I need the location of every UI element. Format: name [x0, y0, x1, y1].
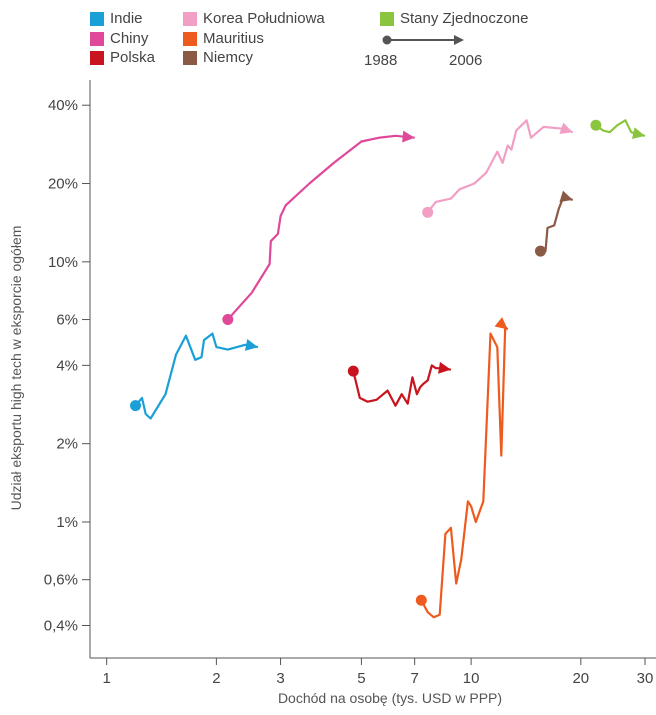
start-dot-chiny	[222, 314, 234, 326]
legend-label-polska: Polska	[110, 49, 156, 66]
end-arrow-mauritius	[494, 317, 508, 330]
x-tick-label: 20	[572, 670, 589, 687]
legend-label-chiny: Chiny	[110, 30, 149, 47]
legend-swatch-indie	[90, 11, 104, 26]
start-dot-mauritius	[415, 594, 427, 606]
series-layer	[130, 119, 646, 619]
legend-item-chiny: Chiny	[90, 30, 148, 47]
x-tick-label: 1	[103, 670, 111, 687]
legend-item-niemcy: Niemcy	[183, 49, 253, 66]
y-tick-label: 0,4%	[44, 617, 78, 634]
legend-item-indie: Indie	[90, 10, 143, 27]
y-tick-label: 2%	[56, 436, 78, 453]
start-dot-polska	[347, 365, 359, 377]
end-arrow-indie	[245, 339, 258, 351]
series-niemcy	[534, 190, 574, 257]
legend-swatch-korea	[183, 11, 197, 26]
legend-item-korea: Korea Południowa	[183, 10, 325, 27]
series-line-mauritius	[420, 326, 509, 619]
series-polska	[347, 361, 452, 407]
x-axis-label: Dochód na osobę (tys. USD w PPP)	[277, 690, 503, 706]
end-arrow-chiny	[402, 130, 415, 143]
series-stany-zjednoczone	[590, 119, 646, 140]
end-arrow-polska	[438, 361, 451, 374]
legend-label-niemcy: Niemcy	[203, 49, 254, 66]
legend-swatch-mauritius	[183, 31, 197, 46]
end-arrow-stany-zjednoczone	[631, 127, 645, 140]
axes: 0,4% 0,6% 1% 2% 4% 6% 10% 20% 40% 1 2 3 5 7 10 20 30	[44, 80, 656, 687]
x-tick-label: 7	[410, 670, 418, 687]
time-legend-start: 1988	[364, 52, 398, 69]
start-dot-niemcy	[534, 245, 546, 257]
legend-label-mauritius: Mauritius	[203, 30, 264, 47]
legend-label-indie: Indie	[110, 10, 143, 27]
y-tick-label: 1%	[56, 514, 78, 531]
start-dot-stany-zjednoczone	[590, 119, 602, 131]
start-dot-indie	[130, 400, 142, 412]
y-axis-label: Udział eksportu high tech w eksporcie og…	[8, 225, 24, 511]
series-line-chiny	[226, 134, 415, 321]
x-tick-label: 30	[637, 670, 654, 687]
y-tick-label: 4%	[56, 357, 78, 374]
series-indie	[130, 332, 259, 420]
series-line-indie	[134, 332, 259, 420]
x-tick-label: 5	[357, 670, 365, 687]
x-tick-label: 10	[463, 670, 480, 687]
legend-label-usa: Stany Zjednoczone	[400, 10, 529, 27]
legend-item-polska: Polska	[90, 49, 155, 66]
time-legend-end: 2006	[449, 52, 483, 69]
series-line-niemcy	[540, 194, 574, 253]
y-tick-label: 10%	[48, 254, 78, 271]
time-legend-start-dot	[382, 35, 392, 45]
legend-swatch-niemcy	[183, 50, 197, 65]
start-dot-korea-poludniowa	[422, 206, 434, 218]
series-chiny	[222, 130, 415, 326]
legend-swatch-polska	[90, 50, 104, 65]
end-arrow-niemcy	[559, 190, 573, 203]
series-korea-poludniowa	[422, 119, 574, 218]
y-tick-label: 40%	[48, 97, 78, 114]
end-arrow-korea-poludniowa	[559, 122, 573, 134]
series-mauritius	[415, 317, 509, 619]
time-legend-line	[382, 35, 464, 45]
y-tick-label: 0,6%	[44, 572, 78, 589]
x-tick-label: 3	[276, 670, 284, 687]
x-tick-label: 2	[212, 670, 220, 687]
legend-item-usa: Stany Zjednoczone	[380, 10, 528, 27]
y-tick-label: 20%	[48, 176, 78, 193]
series-line-korea-poludniowa	[426, 119, 574, 213]
legend-swatch-chiny	[90, 31, 104, 46]
legend-item-mauritius: Mauritius	[183, 30, 264, 47]
y-tick-label: 6%	[56, 312, 78, 329]
legend-swatch-usa	[380, 11, 394, 26]
legend-label-korea: Korea Południowa	[203, 10, 325, 27]
series-line-polska	[352, 364, 452, 407]
